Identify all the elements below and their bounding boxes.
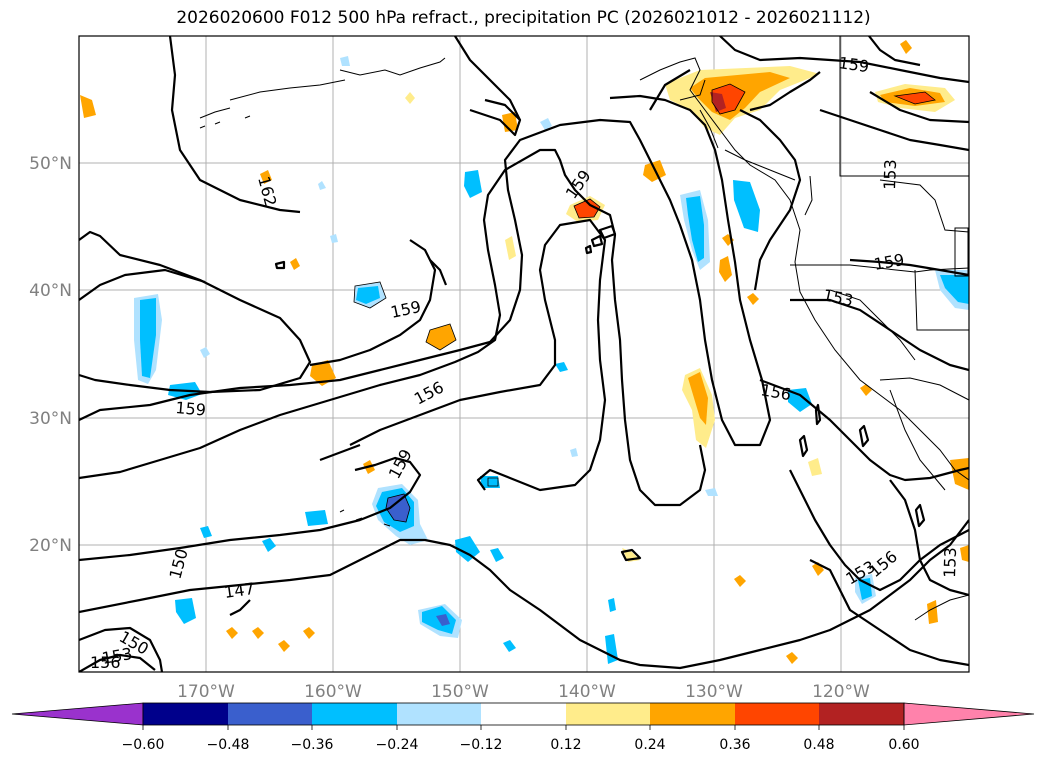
- colorbar-tick: −0.48: [207, 737, 250, 753]
- lon-label: 120°W: [812, 682, 870, 702]
- map-background: [79, 36, 969, 672]
- lat-label: 30°N: [29, 409, 72, 429]
- latitude-labels: 50°N 40°N 30°N 20°N: [29, 154, 72, 556]
- refractivity-contours: [79, 36, 969, 672]
- contour-label: 156: [90, 653, 121, 672]
- colorbar-segment: [566, 703, 650, 725]
- precip-outlines: [353, 83, 936, 523]
- colorbar-tick: −0.12: [460, 737, 503, 753]
- lon-label: 140°W: [558, 682, 616, 702]
- colorbar-extend-min: [11, 702, 144, 726]
- contour-label: 153: [880, 159, 900, 190]
- contour-label: 159: [175, 398, 207, 420]
- colorbar-tick: 0.60: [888, 737, 919, 753]
- figure-title: 2026020600 F012 500 hPa refract., precip…: [176, 8, 871, 28]
- colorbar-segment: [228, 703, 312, 725]
- colorbar-segment: [481, 703, 566, 725]
- lat-label: 50°N: [29, 154, 72, 174]
- precip-negative-shading: [134, 56, 969, 664]
- colorbar-segment: [312, 703, 397, 725]
- colorbar-segment: [143, 703, 228, 725]
- contour-label: 153: [940, 547, 960, 578]
- coastlines: [199, 36, 969, 621]
- lon-label: 160°W: [304, 682, 362, 702]
- colorbar-tick: −0.36: [291, 737, 334, 753]
- colorbar-tick: −0.24: [376, 737, 419, 753]
- colorbar: −0.60 −0.48 −0.36 −0.24 −0.12 0.12 0.24 …: [11, 702, 1035, 753]
- lat-label: 20°N: [29, 536, 72, 556]
- colorbar-tick: 0.48: [803, 737, 834, 753]
- lon-label: 150°W: [431, 682, 489, 702]
- contour-label: 159: [837, 53, 870, 76]
- colorbar-tick: 0.12: [550, 737, 581, 753]
- lon-label: 130°W: [685, 682, 743, 702]
- colorbar-tick: −0.60: [122, 737, 165, 753]
- colorbar-tick: 0.24: [634, 737, 665, 753]
- colorbar-segment: [819, 703, 904, 725]
- colorbar-extend-max: [903, 702, 1035, 726]
- colorbar-segment: [650, 703, 735, 725]
- map-frame: [78, 35, 970, 673]
- lon-label: 170°W: [177, 682, 235, 702]
- lat-label: 40°N: [29, 281, 72, 301]
- colorbar-segment: [397, 703, 481, 725]
- colorbar-tick: 0.36: [719, 737, 750, 753]
- map-content: 159 162 159 159 159 156 159 153 159 156 …: [79, 36, 969, 672]
- longitude-labels: 170°W 160°W 150°W 140°W 130°W 120°W: [177, 682, 870, 702]
- colorbar-segment: [735, 703, 819, 725]
- contour-label: 147: [223, 579, 256, 602]
